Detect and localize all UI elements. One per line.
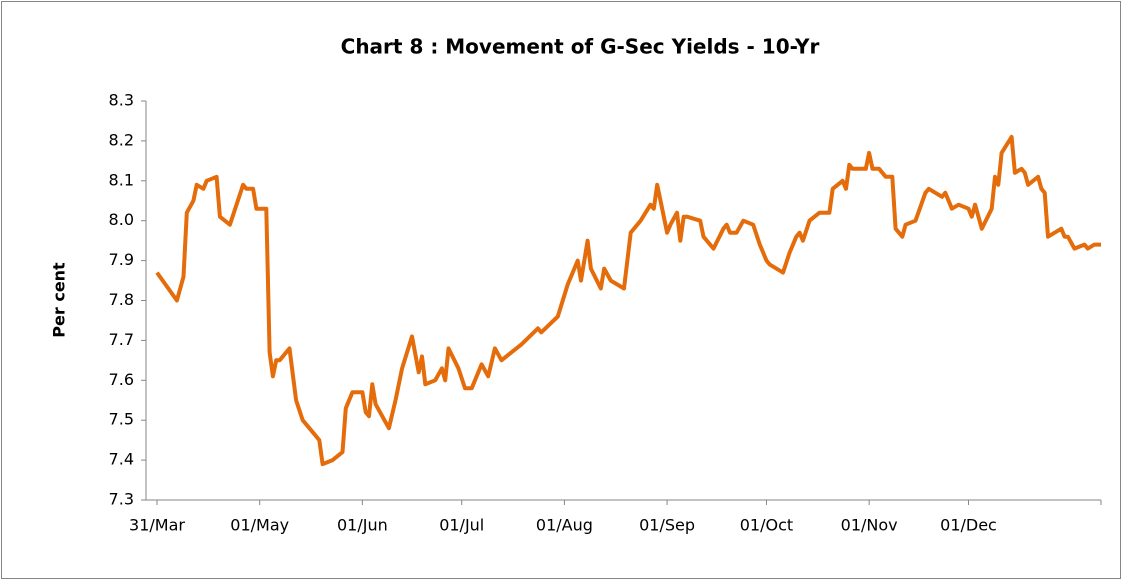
x-tick-label: 01/Aug	[536, 516, 593, 535]
y-tick-label: 7.8	[109, 290, 134, 309]
y-tick-label: 8.3	[109, 91, 134, 110]
x-tick-label: 01/Jul	[439, 516, 484, 535]
y-tick-label: 7.6	[109, 370, 134, 389]
y-tick-label: 7.4	[109, 450, 134, 469]
y-tick-label: 7.9	[109, 250, 134, 269]
y-tick-label: 7.5	[109, 410, 134, 429]
x-tick-label: 01/Sep	[639, 516, 695, 535]
x-tick-label: 01/Oct	[740, 516, 793, 535]
x-tick-label: 01/Nov	[841, 516, 898, 535]
x-tick-label: 31/Mar	[129, 516, 185, 535]
y-tick-label: 8.2	[109, 130, 134, 149]
y-axis-label: Per cent	[50, 262, 69, 338]
x-tick-label: 01/Jun	[337, 516, 388, 535]
x-tick-label: 01/Dec	[940, 516, 997, 535]
chart-title: Chart 8 : Movement of G-Sec Yields - 10-…	[341, 35, 820, 59]
line-series	[155, 134, 1101, 467]
y-tick-label: 7.7	[109, 330, 134, 349]
y-tick-label: 8.0	[109, 210, 134, 229]
y-tick-label: 8.1	[109, 170, 134, 189]
x-tick-label: 01/May	[230, 516, 289, 535]
y-tick-label: 7.3	[109, 490, 134, 509]
